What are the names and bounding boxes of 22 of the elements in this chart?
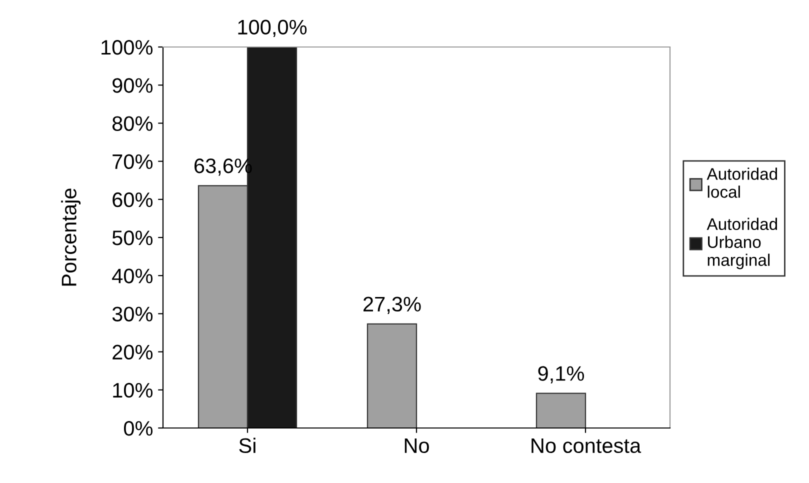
y-tick-label: 30% <box>112 306 153 322</box>
y-tick-label: 100% <box>102 40 153 55</box>
y-tick-label: 70% <box>112 154 153 170</box>
y-tick-label: 10% <box>113 382 153 398</box>
y-tick-label: 0% <box>124 421 153 436</box>
legend-label: Autoridad local <box>706 168 778 198</box>
y-tick-label: 80% <box>112 116 153 131</box>
bar <box>536 392 586 428</box>
y-tick-label: 60% <box>112 192 153 208</box>
y-tick-label: 50% <box>112 230 153 246</box>
x-tick-label: No contesta <box>532 438 642 454</box>
x-tick-label: No <box>404 438 429 454</box>
y-tick-label: 20% <box>112 344 153 360</box>
data-label: 9,1% <box>538 366 584 384</box>
legend-label: Autoridad Urbano marginal <box>706 218 778 270</box>
y-axis-title: Porcentaje <box>61 188 81 286</box>
x-tick-label: Si <box>239 438 256 454</box>
y-tick-label: 90% <box>112 78 153 93</box>
y-tick-label: 40% <box>112 268 153 284</box>
data-label: 27,3% <box>364 296 421 314</box>
data-label: 100,0% <box>238 20 307 38</box>
bar <box>366 323 418 428</box>
